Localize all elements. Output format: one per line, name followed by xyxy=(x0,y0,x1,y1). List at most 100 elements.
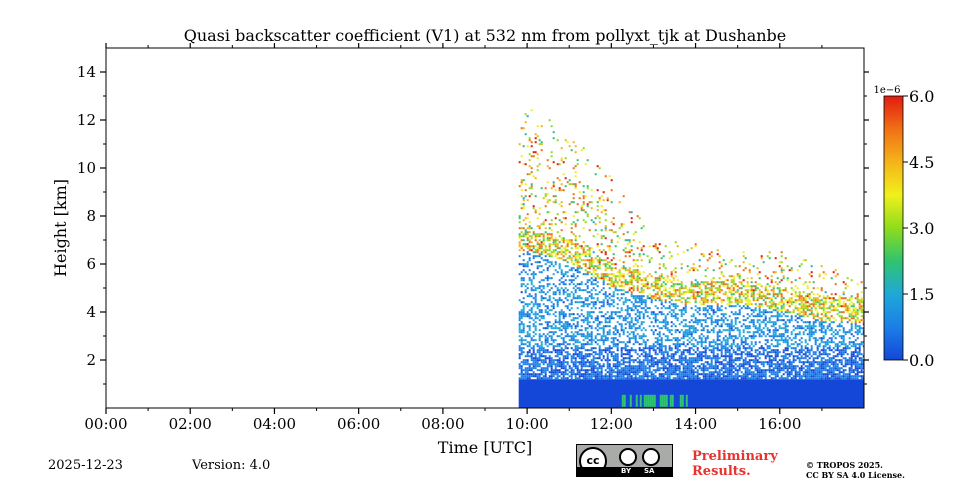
heatmap-cell xyxy=(728,365,731,368)
heatmap-cell xyxy=(588,263,591,266)
heatmap-cell xyxy=(592,269,595,272)
heatmap-cell xyxy=(532,345,535,348)
heatmap-cell xyxy=(706,361,709,364)
heatmap-cell xyxy=(804,307,807,310)
heatmap-cell xyxy=(634,259,637,262)
heatmap-cell xyxy=(586,185,589,188)
heatmap-cell xyxy=(754,303,757,306)
heatmap-cell xyxy=(586,333,589,336)
heatmap-cell xyxy=(692,289,695,292)
heatmap-cell xyxy=(568,283,571,286)
heatmap-cell xyxy=(584,377,587,380)
heatmap-cell xyxy=(614,375,617,378)
heatmap-cell xyxy=(756,313,759,316)
heatmap-cell xyxy=(600,327,603,330)
heatmap-cell xyxy=(598,353,601,356)
heatmap-cell xyxy=(666,377,669,380)
heatmap-cell xyxy=(672,303,675,306)
heatmap-cell xyxy=(742,365,745,368)
heatmap-cell xyxy=(670,293,673,296)
heatmap-cell xyxy=(534,353,537,356)
heatmap-cell xyxy=(794,299,797,302)
heatmap-cell xyxy=(652,347,655,350)
heatmap-cell xyxy=(632,359,635,362)
heatmap-cell xyxy=(532,271,535,274)
heatmap-cell xyxy=(562,239,565,242)
heatmap-cell xyxy=(600,321,603,324)
heatmap-cell xyxy=(688,269,691,272)
heatmap-cell xyxy=(730,325,733,328)
heatmap-cell xyxy=(588,353,591,356)
heatmap-cell xyxy=(706,331,709,334)
heatmap-cell xyxy=(594,269,597,272)
heatmap-cell xyxy=(804,377,807,380)
heatmap-cell xyxy=(698,283,701,286)
heatmap-cell xyxy=(690,267,693,270)
heatmap-cell xyxy=(674,337,677,340)
heatmap-cell xyxy=(764,303,767,306)
heatmap-cell xyxy=(556,213,559,216)
heatmap-cell xyxy=(750,371,753,374)
heatmap-cell xyxy=(524,271,527,274)
heatmap-cell xyxy=(594,303,597,306)
heatmap-cell xyxy=(560,363,563,366)
heatmap-cell xyxy=(770,315,773,318)
heatmap-cell xyxy=(540,251,543,254)
heatmap-cell xyxy=(762,361,765,364)
heatmap-cell xyxy=(574,253,577,256)
heatmap-cell xyxy=(722,363,725,366)
heatmap-cell xyxy=(620,349,623,352)
heatmap-cell xyxy=(698,337,701,340)
heatmap-cell xyxy=(628,325,631,328)
heatmap-cell xyxy=(528,303,531,306)
heatmap-cell xyxy=(610,259,613,262)
heatmap-cell xyxy=(660,337,663,340)
heatmap-cell xyxy=(650,373,653,376)
heatmap-cell xyxy=(710,289,713,292)
heatmap-cell xyxy=(712,367,715,370)
heatmap-cell xyxy=(768,257,771,260)
heatmap-cell xyxy=(742,361,745,364)
heatmap-cell xyxy=(630,283,633,286)
heatmap-cell xyxy=(692,267,695,270)
heatmap-cell xyxy=(748,307,751,310)
heatmap-cell xyxy=(522,239,525,242)
heatmap-cell xyxy=(596,319,599,322)
heatmap-cell xyxy=(626,321,629,324)
heatmap-cell xyxy=(584,371,587,374)
heatmap-cell xyxy=(592,357,595,360)
heatmap-cell xyxy=(670,299,673,302)
heatmap-cell xyxy=(716,295,719,298)
heatmap-cell xyxy=(556,163,559,166)
heatmap-cell xyxy=(550,223,553,226)
heatmap-cell xyxy=(774,307,777,310)
heatmap-cell xyxy=(562,337,565,340)
heatmap-cell xyxy=(684,305,687,308)
heatmap-cell xyxy=(744,325,747,328)
heatmap-cell xyxy=(526,243,529,246)
heatmap-cell xyxy=(546,267,549,270)
heatmap-cell xyxy=(636,341,639,344)
heatmap-cell xyxy=(520,365,523,368)
heatmap-cell xyxy=(778,377,781,380)
heatmap-cell xyxy=(802,363,805,366)
heatmap-cell xyxy=(530,141,533,144)
heatmap-cell xyxy=(748,331,751,334)
heatmap-cell xyxy=(582,201,585,204)
heatmap-cell xyxy=(668,347,671,350)
heatmap-cell xyxy=(794,365,797,368)
heatmap-cell xyxy=(664,359,667,362)
heatmap-cell xyxy=(632,365,635,368)
heatmap-cell xyxy=(638,371,641,374)
heatmap-cell xyxy=(638,325,641,328)
heatmap-cell xyxy=(680,359,683,362)
heatmap-cell xyxy=(706,325,709,328)
heatmap-cell xyxy=(532,339,535,342)
heatmap-cell xyxy=(614,343,617,346)
heatmap-cell xyxy=(658,369,661,372)
heatmap-cell xyxy=(564,287,567,290)
heatmap-cell xyxy=(710,285,713,288)
heatmap-cell xyxy=(546,321,549,324)
heatmap-cell xyxy=(574,375,577,378)
heatmap-cell xyxy=(676,369,679,372)
